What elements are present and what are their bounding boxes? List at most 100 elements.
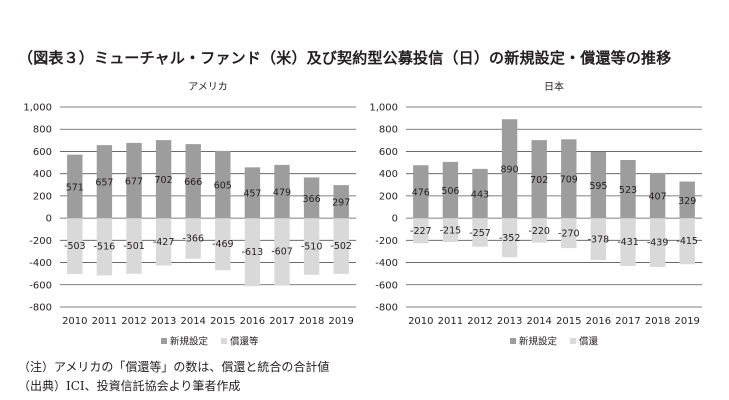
x-tick-label: 2012 [121, 316, 146, 327]
chart-usa: アメリカ -800 -600 -400 -200 0 200 400 600 800 1,000 57… [23, 81, 356, 348]
x-tick-label: 2016 [586, 316, 611, 327]
data-label: 595 [589, 181, 607, 192]
data-label: 457 [243, 189, 261, 200]
footnote: （注）アメリカの「償還等」の数は、償還と統合の合計値 [18, 360, 330, 374]
bar-redemption-2019 [679, 218, 695, 265]
page-title: （図表３）ミューチャル・ファンド（米）及び契約型公募投信（日）の新規設定・償還等… [18, 49, 672, 67]
bar-new-2014 [185, 144, 201, 219]
legend-label: 新規設定 [519, 336, 558, 348]
bar-redemption-2015 [561, 218, 577, 249]
x-tick-label: 2016 [240, 316, 265, 327]
data-label: -613 [242, 247, 264, 258]
data-label: 605 [214, 181, 232, 192]
bar-redemption-2017 [274, 218, 290, 286]
bar-new-2011 [442, 161, 459, 219]
data-label: 366 [303, 194, 321, 205]
x-tick-label: 2017 [615, 316, 640, 327]
y-tick-label: -200 [29, 236, 52, 247]
y-tick-label: 400 [379, 169, 398, 180]
y-tick-label: 0 [46, 214, 52, 225]
bar-new-2018 [303, 177, 320, 219]
bar-new-2015 [215, 150, 231, 219]
bar-redemption-2017 [620, 218, 636, 266]
data-label: 702 [530, 175, 548, 186]
legend-swatch-redemption [221, 338, 227, 344]
x-tick-label: 2015 [210, 316, 235, 327]
x-tick-label: 2011 [438, 316, 463, 327]
data-label: -227 [410, 226, 432, 237]
data-label: -215 [440, 226, 462, 237]
y-tick-label: 1,000 [369, 103, 398, 114]
y-tick-label: -800 [29, 303, 52, 314]
legend-label: 償還等 [230, 336, 259, 348]
x-tick-label: 2013 [497, 316, 522, 327]
data-label: -503 [64, 241, 86, 252]
legend-label: 新規設定 [170, 336, 209, 348]
x-tick-label: 2015 [556, 316, 581, 327]
data-label: -439 [647, 238, 669, 249]
data-label: 657 [95, 178, 113, 189]
bar-redemption-2013 [155, 218, 172, 266]
data-label: -415 [676, 236, 698, 247]
x-tick-label: 2013 [151, 316, 176, 327]
data-label: 702 [155, 175, 173, 186]
data-label: 443 [471, 190, 489, 201]
y-tick-label: 600 [379, 147, 398, 158]
data-label: -378 [588, 234, 610, 245]
y-tick-label: 800 [379, 125, 398, 136]
data-label: 476 [412, 188, 430, 199]
data-label: -366 [182, 234, 204, 245]
y-tick-label: 600 [33, 147, 52, 158]
bar-redemption-2018 [649, 218, 666, 267]
bar-new-2018 [649, 172, 666, 219]
bar-new-2010 [413, 165, 429, 219]
y-tick-label: 800 [33, 125, 52, 136]
x-tick-label: 2014 [180, 316, 205, 327]
bar-new-2012 [472, 168, 488, 219]
bar-redemption-2015 [215, 218, 231, 271]
data-label: 890 [501, 165, 519, 176]
legend-label: 償還 [579, 336, 599, 348]
x-tick-label: 2019 [328, 316, 353, 327]
y-tick-label: 400 [33, 169, 52, 180]
chart-title: アメリカ [188, 81, 228, 93]
x-tick-label: 2017 [269, 316, 294, 327]
bar-redemption-2016 [244, 218, 261, 287]
data-label: -469 [212, 239, 234, 250]
x-tick-label: 2012 [467, 316, 492, 327]
data-label: -510 [301, 241, 323, 252]
bar-new-2015 [561, 139, 577, 219]
bar-new-2011 [96, 145, 113, 219]
x-tick-label: 2010 [408, 316, 433, 327]
x-tick-label: 2011 [92, 316, 117, 327]
legend-swatch-new [161, 338, 167, 344]
bar-new-2019 [679, 181, 695, 219]
data-label: -607 [271, 246, 293, 257]
data-label: 297 [332, 198, 350, 209]
source-note: （出典）ICI、投資信託協会より筆者作成 [18, 379, 241, 393]
legend-swatch-new [510, 338, 516, 344]
bar-new-2012 [126, 142, 142, 219]
bar-new-2016 [244, 167, 261, 219]
x-tick-label: 2018 [299, 316, 324, 327]
data-label: 709 [560, 175, 578, 186]
x-tick-label: 2018 [645, 316, 670, 327]
bar-redemption-2014 [185, 218, 201, 259]
data-label: -431 [617, 237, 639, 248]
y-tick-label: -600 [29, 280, 52, 291]
legend-swatch-redemption [570, 338, 576, 344]
data-label: 677 [125, 177, 143, 188]
x-tick-label: 2014 [526, 316, 551, 327]
bar-new-2013 [155, 140, 172, 219]
y-tick-label: -400 [375, 258, 398, 269]
data-label: 523 [619, 185, 637, 196]
bar-redemption-2012 [126, 218, 142, 274]
bar-new-2019 [333, 185, 349, 219]
bar-new-2016 [590, 152, 607, 219]
data-label: -427 [153, 237, 175, 248]
y-tick-label: 1,000 [23, 103, 52, 114]
y-tick-label: 200 [379, 191, 398, 202]
bar-redemption-2011 [442, 218, 459, 242]
data-label: 407 [649, 192, 667, 203]
